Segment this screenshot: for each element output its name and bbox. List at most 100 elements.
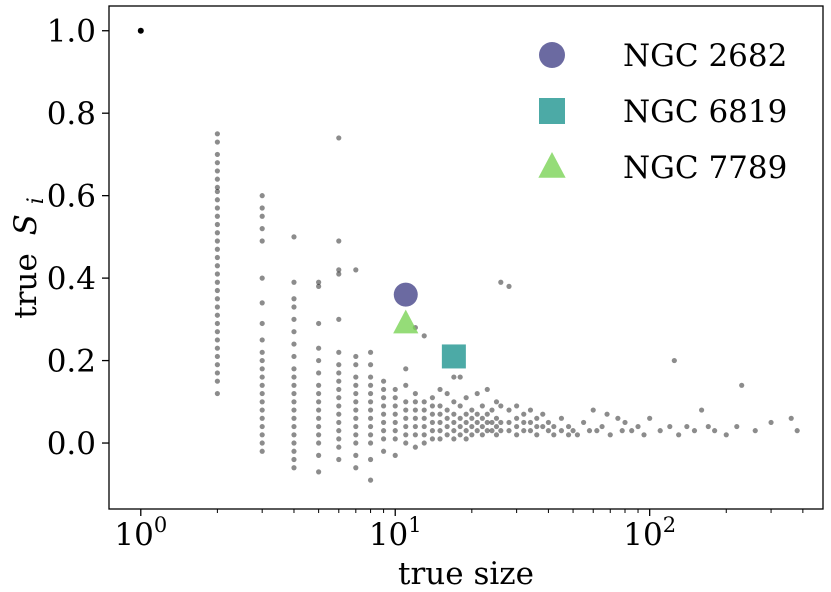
data-point <box>316 415 322 421</box>
data-point <box>489 407 495 413</box>
data-point <box>558 415 565 421</box>
data-point <box>291 390 297 397</box>
data-point <box>570 428 576 434</box>
data-point <box>403 423 409 430</box>
data-point <box>768 419 774 426</box>
data-point <box>291 341 297 347</box>
data-point <box>214 362 220 368</box>
data-point <box>214 312 220 318</box>
data-point <box>353 423 359 430</box>
data-point <box>291 423 297 430</box>
legend-marker-ngc-2682 <box>539 42 565 68</box>
data-point <box>291 296 297 302</box>
y-tick-label: 0.0 <box>47 426 96 462</box>
data-point <box>259 337 265 343</box>
data-point <box>214 151 220 158</box>
data-point <box>534 415 540 421</box>
marker-ngc-7789 <box>393 309 419 334</box>
data-point <box>336 428 342 434</box>
data-point <box>214 304 220 310</box>
data-point <box>615 415 621 421</box>
data-point <box>641 432 647 438</box>
data-point <box>353 399 359 405</box>
data-point <box>214 197 220 203</box>
data-point <box>676 432 682 438</box>
data-point <box>316 440 322 446</box>
data-point <box>429 419 436 426</box>
data-point <box>259 390 265 397</box>
x-tick-label: 102 <box>623 513 676 553</box>
data-point <box>444 407 450 413</box>
data-point <box>214 139 220 145</box>
data-point <box>291 415 297 421</box>
data-point <box>444 432 450 438</box>
data-point <box>421 333 427 339</box>
data-point <box>291 399 297 405</box>
x-tick-label-base: 10 <box>623 517 662 553</box>
data-point <box>214 337 220 343</box>
legend-label: NGC 2682 <box>623 38 787 74</box>
data-point <box>336 456 342 463</box>
data-point <box>429 411 436 417</box>
data-point <box>336 370 342 376</box>
data-point <box>421 423 427 430</box>
data-point <box>380 378 387 384</box>
data-point <box>367 407 374 413</box>
data-point <box>429 395 436 401</box>
data-point <box>429 428 436 434</box>
data-point <box>336 349 342 355</box>
data-point <box>463 436 469 442</box>
data-point <box>291 456 297 463</box>
highlighted-clusters <box>393 282 466 369</box>
y-axis-label: true S i <box>8 197 49 319</box>
data-point <box>506 428 512 434</box>
legend-label: NGC 7789 <box>623 150 787 186</box>
data-point <box>367 456 374 463</box>
data-point <box>590 407 596 413</box>
data-point <box>437 386 443 393</box>
data-point <box>392 411 398 417</box>
data-point <box>214 370 220 376</box>
data-point <box>794 428 800 434</box>
data-point <box>489 428 495 434</box>
data-point <box>469 415 475 421</box>
data-point <box>336 316 342 322</box>
data-point <box>214 184 220 191</box>
data-point <box>551 432 557 438</box>
data-point <box>137 27 144 34</box>
data-point <box>498 279 504 285</box>
data-point <box>457 403 463 409</box>
data-point <box>380 411 387 417</box>
data-point <box>353 374 359 380</box>
data-point <box>421 415 427 421</box>
data-point <box>392 403 398 409</box>
data-point <box>367 399 374 405</box>
data-point <box>380 403 387 409</box>
data-point <box>493 423 500 430</box>
data-point <box>469 423 475 430</box>
data-point <box>607 432 613 438</box>
data-point <box>451 411 457 417</box>
data-point <box>479 403 485 409</box>
data-point <box>316 469 322 475</box>
data-point <box>451 374 457 380</box>
data-point <box>514 403 520 409</box>
data-point <box>291 234 297 240</box>
data-point <box>291 279 297 285</box>
data-point <box>457 374 463 380</box>
data-point <box>437 428 443 434</box>
data-point <box>506 407 512 413</box>
data-point <box>214 230 220 236</box>
data-point <box>367 423 374 430</box>
data-point <box>336 267 342 273</box>
data-point <box>214 160 220 166</box>
data-point <box>259 193 265 199</box>
y-tick-label: 0.2 <box>47 344 96 380</box>
legend-marker-ngc-7789 <box>538 152 566 178</box>
data-point <box>469 407 475 413</box>
data-point <box>392 395 398 401</box>
data-point <box>521 428 527 434</box>
x-axis-label: true size <box>398 556 534 592</box>
data-point <box>474 390 480 397</box>
data-point <box>336 403 342 409</box>
